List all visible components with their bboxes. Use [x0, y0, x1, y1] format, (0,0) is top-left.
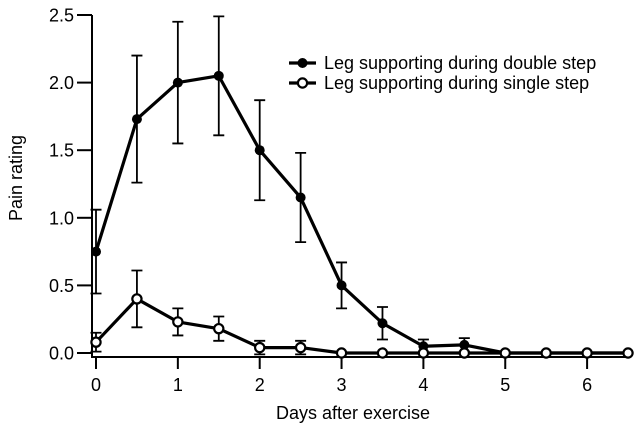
- data-point-open: [294, 341, 307, 354]
- data-point-open: [458, 347, 471, 359]
- x-axis-title: Days after exercise: [275, 403, 431, 423]
- x-tick-label: 4: [418, 375, 428, 395]
- open-circle-line-icon: [289, 77, 316, 89]
- data-point-filled: [213, 70, 224, 81]
- data-point-open: [131, 293, 143, 305]
- x-tick-label: 5: [500, 375, 510, 395]
- data-point-open: [335, 347, 348, 359]
- series-line: [94, 74, 629, 355]
- data-point-filled: [131, 114, 142, 125]
- y-tick-label: 1.0: [49, 208, 74, 228]
- series-line: [94, 297, 629, 355]
- data-point-filled: [377, 318, 388, 329]
- data-point-open: [254, 341, 266, 354]
- data-point-filled: [254, 145, 265, 156]
- x-tick-label: 3: [337, 375, 347, 395]
- data-point-filled: [91, 246, 101, 257]
- data-point-open: [622, 347, 634, 359]
- legend: Leg supporting during double step Leg su…: [288, 53, 596, 93]
- y-tick-label: 2.5: [49, 6, 74, 26]
- x-tick-label: 0: [91, 375, 101, 395]
- data-point-open: [90, 336, 102, 348]
- data-point-open: [581, 347, 593, 359]
- data-point-open: [417, 347, 430, 359]
- legend-item-double-step: Leg supporting during double step: [288, 53, 596, 73]
- y-tick-label: 2.0: [49, 73, 74, 93]
- data-point-filled: [336, 280, 347, 291]
- y-tick-label: 0.0: [49, 344, 74, 364]
- y-tick-label: 0.5: [49, 276, 74, 296]
- data-point-open: [172, 316, 184, 328]
- x-tick-label: 6: [582, 375, 592, 395]
- data-point-filled: [172, 77, 183, 88]
- legend-label-double-step: Leg supporting during double step: [324, 53, 597, 73]
- data-point-filled: [295, 192, 306, 203]
- x-tick-label: 2: [255, 375, 265, 395]
- data-point-open: [499, 347, 511, 359]
- data-point-filled: [459, 339, 470, 350]
- data-point-open: [376, 347, 389, 359]
- data-point-open: [213, 322, 225, 335]
- legend-item-single-step: Leg supporting during single step: [288, 73, 596, 93]
- y-axis-title: Pain rating: [6, 134, 26, 222]
- legend-label-single-step: Leg supporting during single step: [324, 73, 590, 93]
- x-tick-label: 1: [173, 375, 183, 395]
- filled-circle-line-icon: [289, 58, 316, 68]
- data-point-open: [540, 347, 552, 359]
- y-tick-label: 1.5: [49, 141, 74, 161]
